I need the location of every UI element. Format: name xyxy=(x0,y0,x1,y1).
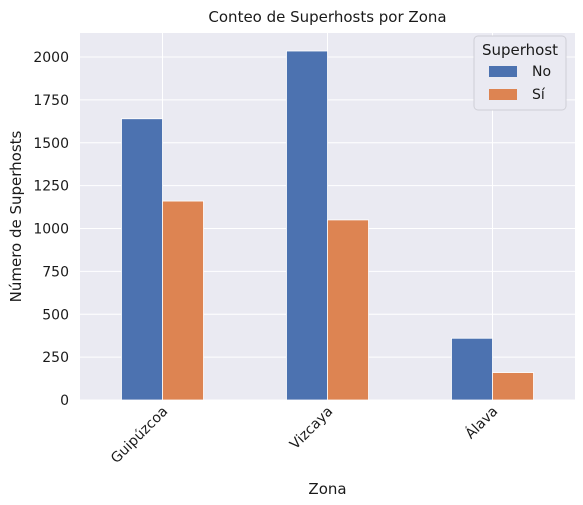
legend-label: No xyxy=(532,64,551,80)
bar-no-1 xyxy=(286,50,328,401)
legend-swatch xyxy=(489,89,517,100)
y-axis-title: Número de Superhosts xyxy=(7,130,25,302)
y-tick-label: 1750 xyxy=(33,93,69,109)
y-tick-label: 1000 xyxy=(33,222,69,238)
legend-swatch xyxy=(489,66,517,77)
y-tick-label: 0 xyxy=(60,393,69,409)
bar-no-0 xyxy=(121,118,163,401)
y-tick-label: 250 xyxy=(42,350,69,366)
legend-label: Sí xyxy=(532,87,546,103)
bar-si-0 xyxy=(162,200,204,401)
y-tick-label: 1250 xyxy=(33,179,69,195)
x-tick-label: Guipúzcoa xyxy=(108,404,171,467)
legend: Superhost No Sí xyxy=(473,35,567,111)
x-tick-label: Álava xyxy=(462,403,502,443)
bar-no-2 xyxy=(451,337,493,401)
x-tick-label: Vizcaya xyxy=(287,404,336,453)
x-axis-title: Zona xyxy=(308,480,346,498)
bars xyxy=(121,50,534,401)
x-tick-labels: Guipúzcoa Vizcaya Álava xyxy=(108,403,501,467)
y-tick-label: 500 xyxy=(42,307,69,323)
legend-title: Superhost xyxy=(482,41,558,59)
y-tick-labels: 0 250 500 750 1000 1250 1500 1750 2000 xyxy=(33,50,69,409)
y-tick-label: 1500 xyxy=(33,136,69,152)
bar-si-1 xyxy=(327,219,369,401)
y-tick-label: 750 xyxy=(42,264,69,280)
chart-title: Conteo de Superhosts por Zona xyxy=(208,8,446,26)
y-tick-label: 2000 xyxy=(33,50,69,66)
legend-items: No Sí xyxy=(489,64,551,103)
bar-si-2 xyxy=(492,372,534,401)
